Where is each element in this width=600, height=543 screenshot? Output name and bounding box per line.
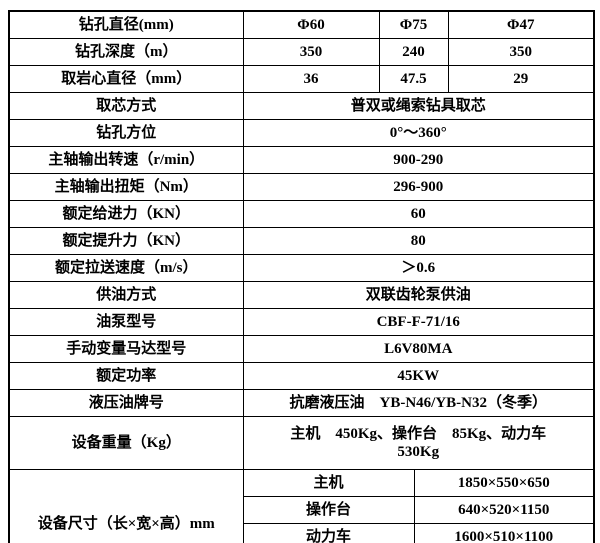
spec-label: 额定功率 [8,362,244,390]
table-row: 额定提升力（KN） 80 [8,227,595,255]
table-row: 额定功率 45KW [8,362,595,390]
spec-label: 取岩心直径（mm） [8,65,244,93]
spec-table: 钻孔直径(mm) Φ60 Φ75 Φ47 钻孔深度（m） 350 240 350… [8,10,595,543]
spec-value: 900-290 [242,146,595,174]
spec-label: 油泵型号 [8,308,244,336]
spec-label: 钻孔方位 [8,119,244,147]
spec-value: 240 [378,38,449,66]
dimension-item-label: 主机 [242,469,415,497]
table-row: 主轴输出扭矩（Nm） 296-900 [8,173,595,201]
spec-value: 47.5 [378,65,449,93]
spec-label: 主轴输出转速（r/min） [8,146,244,174]
spec-value: 45KW [242,362,595,390]
spec-value: CBF-F-71/16 [242,308,595,336]
dimension-item-value: 1600×510×1100 [413,523,595,543]
spec-label: 供油方式 [8,281,244,309]
dimension-item-label: 操作台 [242,496,415,524]
spec-value: 36 [242,65,380,93]
spec-label: 主轴输出扭矩（Nm） [8,173,244,201]
table-row: 动力车 1600×510×1100 [9,523,595,543]
table-row: 手动变量马达型号 L6V80MA [8,335,595,363]
spec-value: 0°～360° [242,119,595,147]
spec-label: 钻孔直径(mm) [8,10,244,39]
table-row: 操作台 640×520×1150 [9,496,595,524]
dimension-item-label: 动力车 [242,523,415,543]
spec-value: 双联齿轮泵供油 [242,281,595,309]
spec-value: 60 [242,200,595,228]
spec-value: 普双或绳索钻具取芯 [242,92,595,120]
spec-value: 抗磨液压油 YB-N46/YB-N32（冬季） [242,389,595,417]
spec-label: 额定拉送速度（m/s） [8,254,244,282]
table-row: 设备尺寸（长×宽×高）mm 主机 1850×550×650 [8,469,595,543]
dimension-item-value: 640×520×1150 [413,496,595,524]
table-row: 主轴输出转速（r/min） 900-290 [8,146,595,174]
table-row: 供油方式 双联齿轮泵供油 [8,281,595,309]
spec-value: 80 [242,227,595,255]
spec-value: Φ47 [447,10,595,39]
spec-value: 29 [447,65,595,93]
spec-value: 主机 450Kg、操作台 85Kg、动力车 530Kg [242,416,595,470]
spec-value: 296-900 [242,173,595,201]
table-row: 油泵型号 CBF-F-71/16 [8,308,595,336]
table-row: 取芯方式 普双或绳索钻具取芯 [8,92,595,120]
dimension-item-value: 1850×550×650 [413,469,595,497]
spec-label: 额定给进力（KN） [8,200,244,228]
spec-value: Φ75 [378,10,449,39]
spec-label: 取芯方式 [8,92,244,120]
spec-value: 350 [447,38,595,66]
spec-label: 液压油牌号 [8,389,244,417]
table-row: 钻孔深度（m） 350 240 350 [8,38,595,66]
table-row: 取岩心直径（mm） 36 47.5 29 [8,65,595,93]
spec-label: 钻孔深度（m） [8,38,244,66]
spec-value: L6V80MA [242,335,595,363]
spec-label: 手动变量马达型号 [8,335,244,363]
table-row: 钻孔直径(mm) Φ60 Φ75 Φ47 [8,10,595,39]
spec-label: 设备尺寸（长×宽×高）mm [8,469,244,543]
spec-label: 额定提升力（KN） [8,227,244,255]
table-row: 钻孔方位 0°～360° [8,119,595,147]
spec-label: 设备重量（Kg） [8,416,244,470]
table-row: 设备重量（Kg） 主机 450Kg、操作台 85Kg、动力车 530Kg [8,416,595,470]
spec-value: 350 [242,38,380,66]
table-row: 额定给进力（KN） 60 [8,200,595,228]
spec-value: ＞0.6 [242,254,595,282]
spec-value: Φ60 [242,10,380,39]
table-row: 额定拉送速度（m/s） ＞0.6 [8,254,595,282]
table-row: 液压油牌号 抗磨液压油 YB-N46/YB-N32（冬季） [8,389,595,417]
